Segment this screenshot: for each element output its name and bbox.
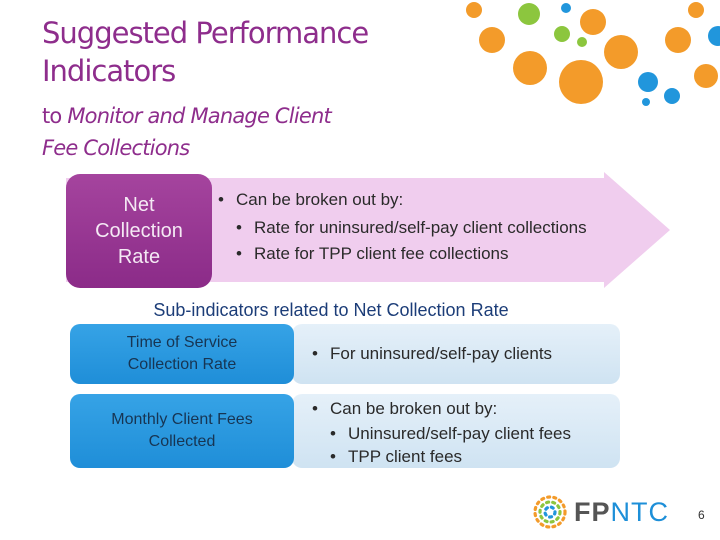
monthly-fees-bullets: Can be broken out by: Uninsured/self-pay… bbox=[312, 397, 571, 468]
mcf-sub-bullets: Uninsured/self-pay client fees TPP clien… bbox=[330, 422, 571, 468]
fpntc-logo: FPNTC bbox=[532, 494, 669, 530]
list-item: Can be broken out by: Uninsured/self-pay… bbox=[312, 397, 571, 468]
net-collection-bullets: Can be broken out by: Rate for uninsured… bbox=[218, 187, 648, 267]
dot bbox=[708, 26, 720, 46]
fpntc-logo-text: FPNTC bbox=[574, 497, 669, 528]
tos-box-line-1: Time of Service bbox=[126, 334, 238, 351]
dot bbox=[642, 98, 650, 106]
mcf-box-line-1: Monthly Client Fees bbox=[111, 411, 253, 428]
page-number: 6 bbox=[698, 508, 705, 522]
fpntc-logo-icon bbox=[533, 495, 567, 529]
slide-subtitle: to Monitor and Manage Client Fee Collect… bbox=[42, 100, 422, 164]
title-line-1: Suggested Performance bbox=[42, 16, 369, 50]
dot bbox=[559, 60, 603, 104]
list-item: Uninsured/self-pay client fees bbox=[330, 422, 571, 445]
dot bbox=[688, 2, 704, 18]
mcf-bullet-text: Can be broken out by: bbox=[330, 399, 498, 418]
tos-box-line-2: Collection Rate bbox=[127, 356, 237, 373]
mcf-box-line-2: Collected bbox=[148, 433, 216, 450]
list-item: For uninsured/self-pay clients bbox=[312, 343, 552, 365]
dot bbox=[664, 88, 680, 104]
list-item: TPP client fees bbox=[330, 445, 571, 468]
dot bbox=[466, 2, 482, 18]
subtitle-italic-line-1: Monitor and Manage Client bbox=[67, 104, 331, 128]
dot bbox=[577, 37, 587, 47]
dot bbox=[638, 72, 658, 92]
slide-title: Suggested Performance Indicators bbox=[42, 14, 422, 90]
net-box-line-1: Net bbox=[123, 194, 155, 216]
dot bbox=[518, 3, 540, 25]
list-item: Can be broken out by: Rate for uninsured… bbox=[218, 187, 648, 267]
dot bbox=[513, 51, 547, 85]
time-of-service-bullets: For uninsured/self-pay clients bbox=[312, 343, 552, 365]
monthly-client-fees-box: Monthly Client Fees Collected bbox=[70, 394, 294, 468]
dot bbox=[665, 27, 691, 53]
logo-fp: FP bbox=[574, 496, 611, 527]
list-item: Rate for TPP client fee collections bbox=[236, 241, 648, 267]
net-box-line-3: Rate bbox=[117, 246, 161, 268]
sub-indicators-heading: Sub-indicators related to Net Collection… bbox=[153, 300, 509, 320]
dot bbox=[604, 35, 638, 69]
net-box-line-2: Collection bbox=[95, 220, 183, 242]
dot bbox=[580, 9, 606, 35]
subtitle-prefix: to bbox=[42, 104, 68, 128]
decorative-dots bbox=[466, 2, 720, 106]
dot bbox=[561, 3, 571, 13]
dot bbox=[554, 26, 570, 42]
list-item: Rate for uninsured/self-pay client colle… bbox=[236, 215, 648, 241]
net-bullet-text: Can be broken out by: bbox=[236, 190, 404, 209]
logo-ntc: NTC bbox=[610, 496, 670, 527]
title-line-2: Indicators bbox=[42, 54, 176, 88]
time-of-service-box: Time of Service Collection Rate bbox=[70, 324, 294, 384]
dot bbox=[694, 64, 718, 88]
net-collection-rate-box: Net Collection Rate bbox=[66, 174, 212, 288]
subtitle-italic-line-2: Fee Collections bbox=[42, 136, 190, 160]
net-sub-bullets: Rate for uninsured/self-pay client colle… bbox=[236, 215, 648, 267]
dot bbox=[479, 27, 505, 53]
